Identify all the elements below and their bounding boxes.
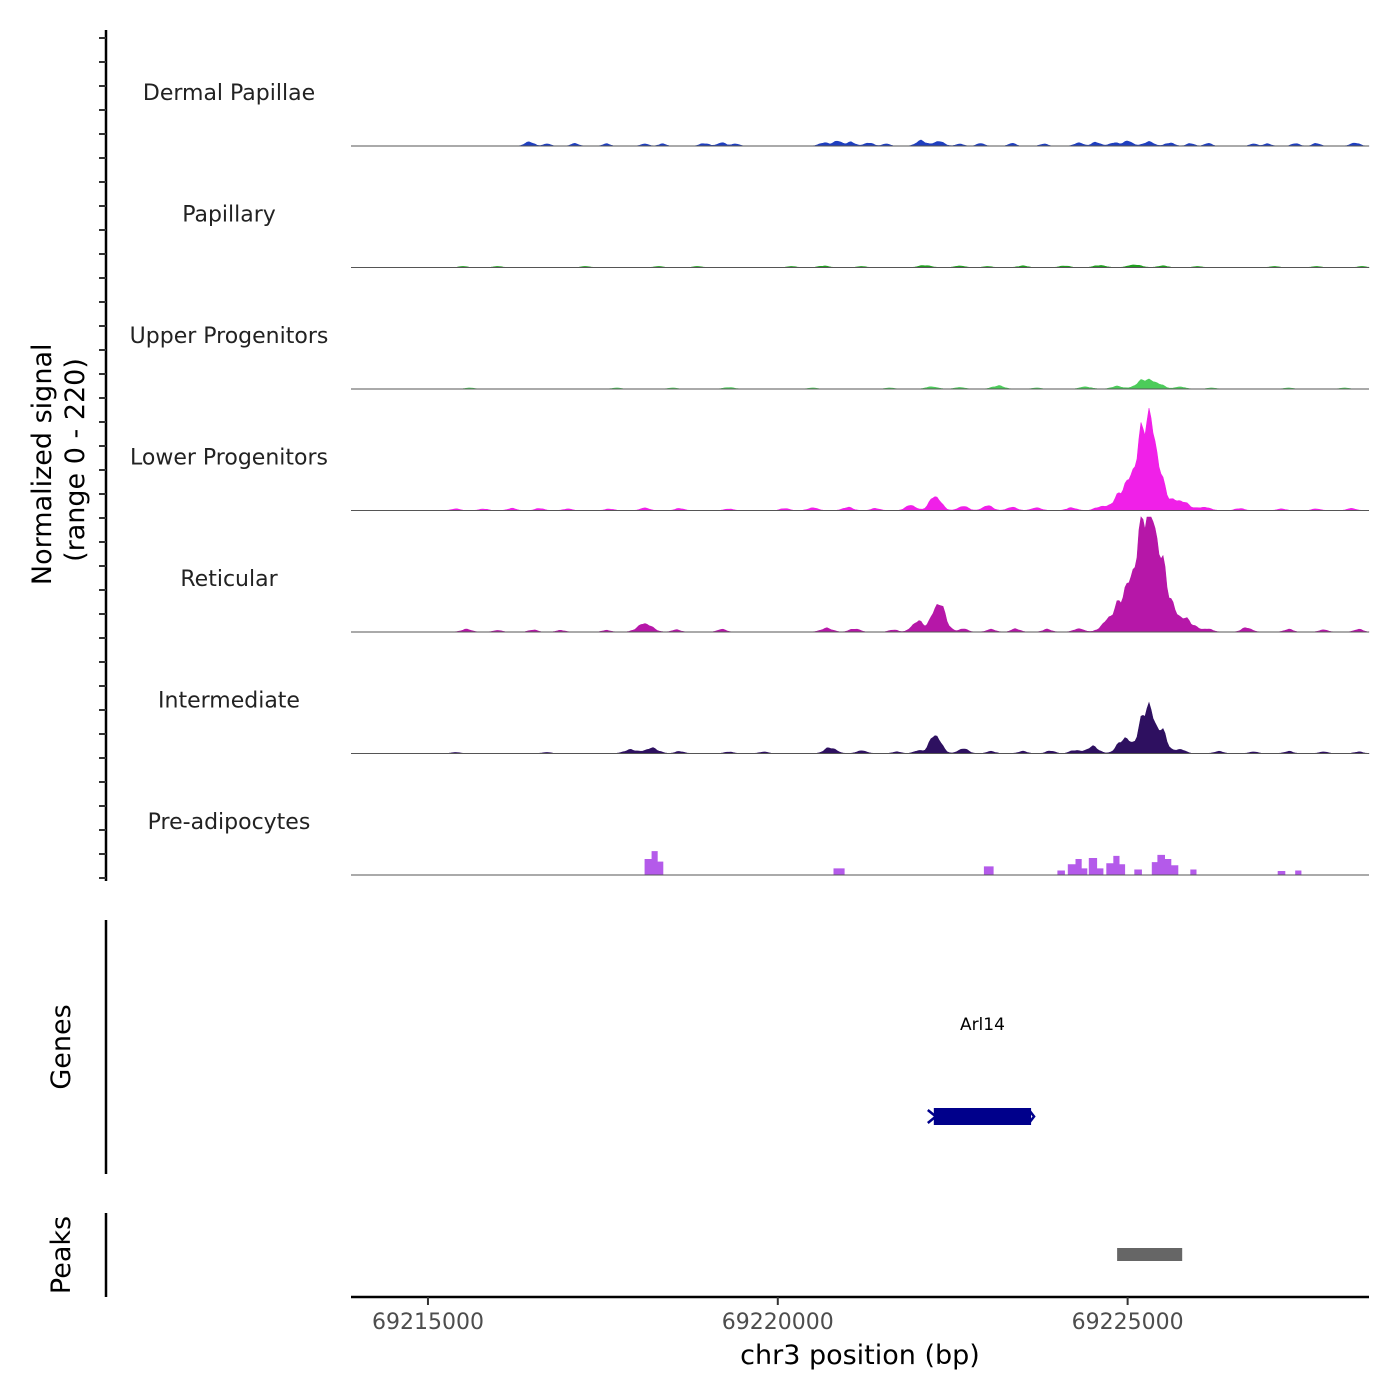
signal-area (351, 516, 1370, 633)
track-lower-progenitors: Lower Progenitors (130, 407, 1369, 511)
track-label: Reticular (180, 567, 278, 592)
signal-area (351, 139, 1370, 147)
signal-axis-ticks (99, 37, 106, 879)
track-upper-progenitors: Upper Progenitors (130, 324, 1369, 390)
genes-layer: Arl14 (927, 1015, 1036, 1125)
gene-body (933, 1108, 1032, 1125)
signal-area (351, 701, 1370, 754)
track-label: Papillary (182, 203, 276, 228)
x-tick-label: 69220000 (722, 1310, 834, 1335)
gene-label: Arl14 (960, 1015, 1005, 1035)
signal-area (351, 851, 1369, 876)
track-label: Upper Progenitors (130, 324, 329, 349)
x-axis-ticks: 69215000 69220000 69225000 (372, 1297, 1184, 1335)
track-papillary: Papillary (182, 203, 1370, 268)
track-label: Dermal Papillae (143, 81, 315, 106)
peaks-layer (1117, 1248, 1183, 1261)
x-tick-label: 69225000 (1072, 1310, 1184, 1335)
gene-arl14: Arl14 (927, 1015, 1036, 1125)
x-tick-label: 69215000 (372, 1310, 484, 1335)
y-axis-title-line1: Normalized signal (27, 344, 58, 586)
gene-strand-arrow (927, 1109, 938, 1124)
track-reticular: Reticular (180, 516, 1370, 633)
y-axis-title-line2: (range 0 - 220) (60, 358, 91, 562)
signal-tracks: Dermal Papillae Papillary Upper Progenitor… (130, 81, 1370, 876)
peak-region (1117, 1248, 1183, 1261)
gene-strand-arrow (1028, 1109, 1036, 1124)
track-label: Intermediate (158, 689, 300, 714)
track-intermediate: Intermediate (158, 689, 1370, 754)
signal-area (351, 407, 1369, 511)
signal-area (351, 378, 1369, 390)
peaks-panel-label: Peaks (46, 1216, 77, 1294)
track-pre-adipocytes: Pre-adipocytes (148, 810, 1369, 876)
track-label: Pre-adipocytes (148, 810, 311, 835)
genes-panel-label: Genes (46, 1004, 77, 1089)
y-axis-title: Normalized signal (range 0 - 220) (27, 335, 91, 585)
x-axis-title: chr3 position (bp) (740, 1340, 980, 1371)
track-dermal-papillae: Dermal Papillae (143, 81, 1370, 147)
track-label: Lower Progenitors (130, 446, 328, 471)
